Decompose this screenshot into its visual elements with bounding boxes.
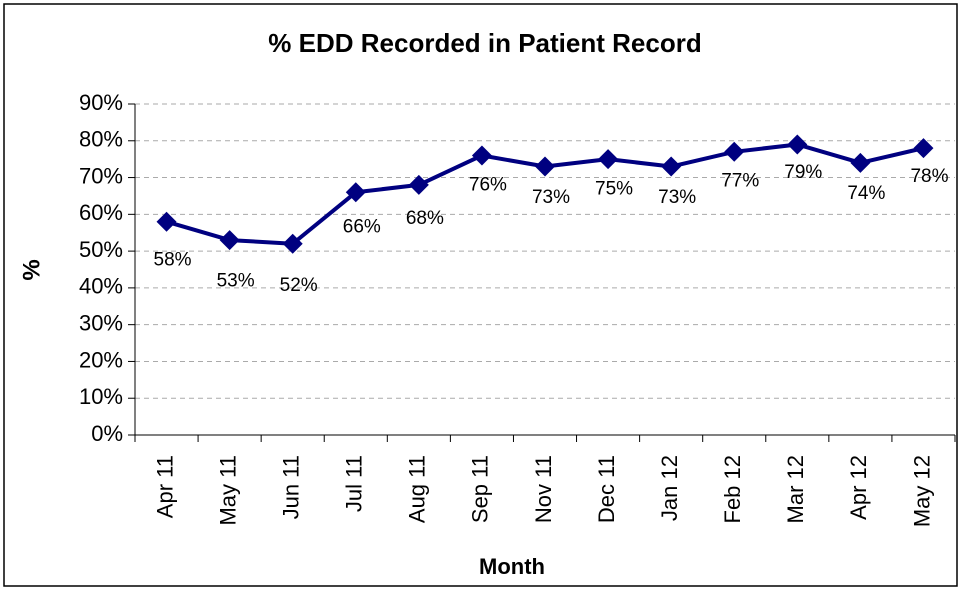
- data-label: 73%: [658, 187, 696, 208]
- data-label: 52%: [280, 275, 318, 296]
- marker: [724, 141, 745, 162]
- chart-border: [3, 3, 958, 587]
- y-tick-label: 20%: [79, 347, 123, 372]
- x-tick-label: Apr 12: [846, 455, 871, 520]
- x-tick-label: Feb 12: [720, 455, 745, 524]
- x-tick-label: Jul 11: [342, 455, 367, 512]
- x-tick-label: Jun 11: [279, 455, 304, 519]
- data-label: 58%: [154, 250, 192, 271]
- x-tick-label: May 11: [215, 455, 240, 526]
- y-tick-label: 10%: [79, 384, 123, 409]
- x-tick-label: Apr 11: [152, 455, 177, 518]
- x-tick-label: Sep 11: [468, 455, 493, 523]
- marker: [471, 145, 492, 166]
- data-label: 73%: [532, 187, 570, 208]
- x-tick-label: Dec 11: [594, 455, 619, 523]
- marker: [156, 211, 177, 232]
- x-tick-label: Nov 11: [531, 455, 556, 523]
- marker: [913, 138, 934, 159]
- marker: [850, 152, 871, 173]
- marker: [345, 182, 366, 203]
- data-label: 68%: [406, 208, 444, 229]
- data-label: 74%: [847, 183, 885, 204]
- x-tick-label: Aug 11: [405, 455, 430, 523]
- marker: [661, 156, 682, 177]
- marker: [535, 156, 555, 177]
- data-label: 53%: [217, 271, 255, 292]
- data-label: 76%: [469, 175, 507, 196]
- y-tick-label: 50%: [79, 237, 123, 262]
- chart-title: % EDD Recorded in Patient Record: [268, 28, 701, 58]
- x-tick-label: May 12: [909, 455, 934, 527]
- data-label: 66%: [343, 216, 381, 237]
- y-tick-label: 60%: [79, 200, 123, 225]
- data-label: 75%: [595, 179, 633, 200]
- data-label: 79%: [784, 162, 822, 183]
- y-tick-label: 0%: [91, 421, 123, 446]
- marker: [408, 174, 429, 195]
- y-tick-label: 90%: [79, 90, 123, 115]
- marker: [282, 233, 303, 254]
- data-label: 77%: [721, 170, 759, 191]
- data-label: 78%: [910, 166, 948, 187]
- marker: [787, 134, 808, 155]
- marker: [598, 149, 619, 170]
- y-tick-label: 30%: [79, 310, 123, 335]
- y-tick-label: 40%: [79, 274, 123, 299]
- x-tick-label: Mar 12: [783, 455, 808, 523]
- x-tick-label: Jan 12: [657, 455, 682, 521]
- x-axis-label: Month: [479, 554, 545, 579]
- marker: [219, 230, 240, 251]
- y-axis-label: %: [18, 259, 45, 280]
- y-tick-label: 80%: [79, 127, 123, 152]
- y-tick-label: 70%: [79, 163, 123, 188]
